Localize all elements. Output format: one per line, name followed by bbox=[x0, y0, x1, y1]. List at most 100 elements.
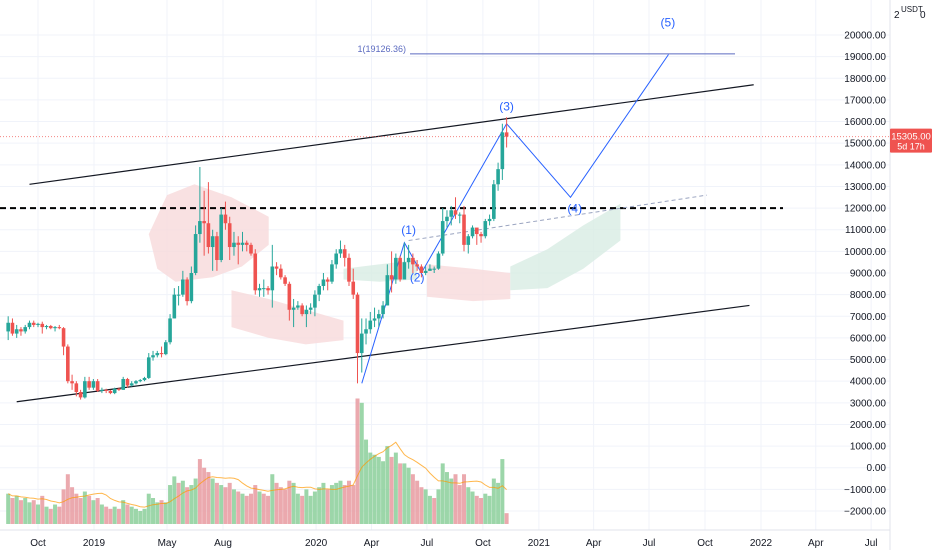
candle-body bbox=[300, 305, 304, 315]
volume-bar bbox=[18, 500, 23, 524]
volume-bar bbox=[376, 456, 381, 524]
candle-body bbox=[134, 381, 138, 384]
candle bbox=[372, 307, 377, 328]
candle-body bbox=[227, 223, 232, 248]
candle-body bbox=[91, 381, 96, 388]
candle bbox=[240, 231, 245, 252]
candle-body bbox=[159, 353, 164, 355]
volume-bar bbox=[23, 498, 28, 524]
volume-bar bbox=[129, 506, 134, 524]
candle bbox=[151, 350, 155, 361]
y-tick-label: 0.00 bbox=[867, 463, 887, 474]
candle bbox=[219, 208, 223, 263]
currency-label: USDT bbox=[901, 5, 923, 14]
candle bbox=[342, 244, 347, 267]
volume-bar bbox=[474, 495, 479, 524]
candle-body bbox=[146, 357, 151, 378]
volume-average-line bbox=[7, 441, 507, 508]
volume-bar bbox=[368, 452, 373, 524]
x-tick-label: Apr bbox=[586, 538, 602, 549]
volume-bar bbox=[53, 504, 58, 524]
candle bbox=[36, 322, 40, 328]
volume-bar bbox=[449, 478, 454, 524]
candle-body bbox=[168, 318, 172, 343]
x-tick-label: Oct bbox=[475, 538, 491, 549]
volume-bar bbox=[27, 502, 32, 524]
candle bbox=[198, 166, 202, 243]
candle-body bbox=[10, 322, 15, 334]
candle-body bbox=[74, 383, 79, 392]
price-scale-top-label-1: 2 bbox=[894, 10, 900, 21]
candle-body bbox=[53, 327, 57, 329]
volume-bar bbox=[389, 456, 394, 524]
candle-body bbox=[368, 320, 373, 330]
candle bbox=[453, 197, 458, 219]
y-tick-label: 12000.00 bbox=[844, 204, 886, 215]
candle bbox=[74, 381, 79, 397]
candle bbox=[415, 260, 419, 271]
candle bbox=[317, 283, 321, 302]
candle-body bbox=[296, 305, 300, 308]
y-tick-label: 14000.00 bbox=[844, 160, 886, 171]
candle-body bbox=[453, 210, 458, 215]
volume-bar bbox=[142, 508, 147, 524]
volume-bar bbox=[214, 482, 219, 524]
y-tick-label: 11000.00 bbox=[845, 225, 886, 236]
candle bbox=[31, 320, 36, 328]
candle bbox=[125, 377, 130, 388]
volume-bar bbox=[104, 506, 109, 524]
candle bbox=[66, 344, 70, 384]
candle bbox=[168, 314, 172, 345]
candle-body bbox=[364, 329, 368, 334]
y-tick-label: −1000.00 bbox=[844, 485, 886, 496]
volume-bar bbox=[193, 478, 198, 524]
candle-body bbox=[402, 262, 407, 280]
volume-bars bbox=[6, 398, 509, 524]
volume-bar bbox=[116, 508, 121, 524]
candle-body bbox=[496, 169, 500, 185]
volume-bar bbox=[253, 485, 258, 524]
candle bbox=[351, 268, 356, 299]
y-tick-label: 16000.00 bbox=[844, 117, 886, 128]
volume-bar bbox=[40, 495, 45, 524]
volume-bar bbox=[31, 500, 36, 524]
candle bbox=[291, 298, 296, 328]
candle bbox=[479, 231, 483, 243]
candle bbox=[172, 288, 177, 319]
candle-body bbox=[44, 326, 49, 328]
candle bbox=[10, 318, 15, 336]
candle bbox=[210, 229, 215, 271]
candle-body bbox=[466, 236, 471, 245]
cloud-area bbox=[510, 203, 621, 291]
volume-bar bbox=[381, 461, 386, 524]
volume-bar bbox=[95, 498, 100, 524]
x-tick-label: 2019 bbox=[83, 538, 106, 549]
candle bbox=[440, 208, 445, 256]
candle-body bbox=[23, 327, 28, 332]
elliott-wave-projection bbox=[361, 54, 669, 384]
candle bbox=[189, 266, 194, 304]
wave-labels: (1) (2) (3) (4) (5) bbox=[401, 15, 675, 284]
candle-body bbox=[206, 223, 211, 248]
candle bbox=[185, 277, 189, 306]
volume-bar bbox=[283, 489, 288, 524]
candle bbox=[181, 270, 185, 297]
candle bbox=[411, 253, 415, 273]
y-tick-label: 19000.00 bbox=[844, 52, 886, 63]
volume-bar bbox=[453, 474, 458, 524]
y-tick-label: 15000.00 bbox=[844, 139, 886, 150]
candle-body bbox=[308, 307, 313, 310]
candle-body bbox=[36, 323, 40, 325]
candle bbox=[6, 316, 10, 341]
candle bbox=[164, 340, 168, 356]
candle bbox=[381, 301, 385, 319]
wave-label: (3) bbox=[499, 100, 514, 114]
candle-body bbox=[411, 257, 415, 265]
volume-bar bbox=[402, 463, 407, 524]
volume-bar bbox=[219, 485, 224, 524]
candle bbox=[406, 244, 411, 269]
volume-bar bbox=[155, 502, 160, 524]
volume-bar bbox=[82, 491, 87, 524]
